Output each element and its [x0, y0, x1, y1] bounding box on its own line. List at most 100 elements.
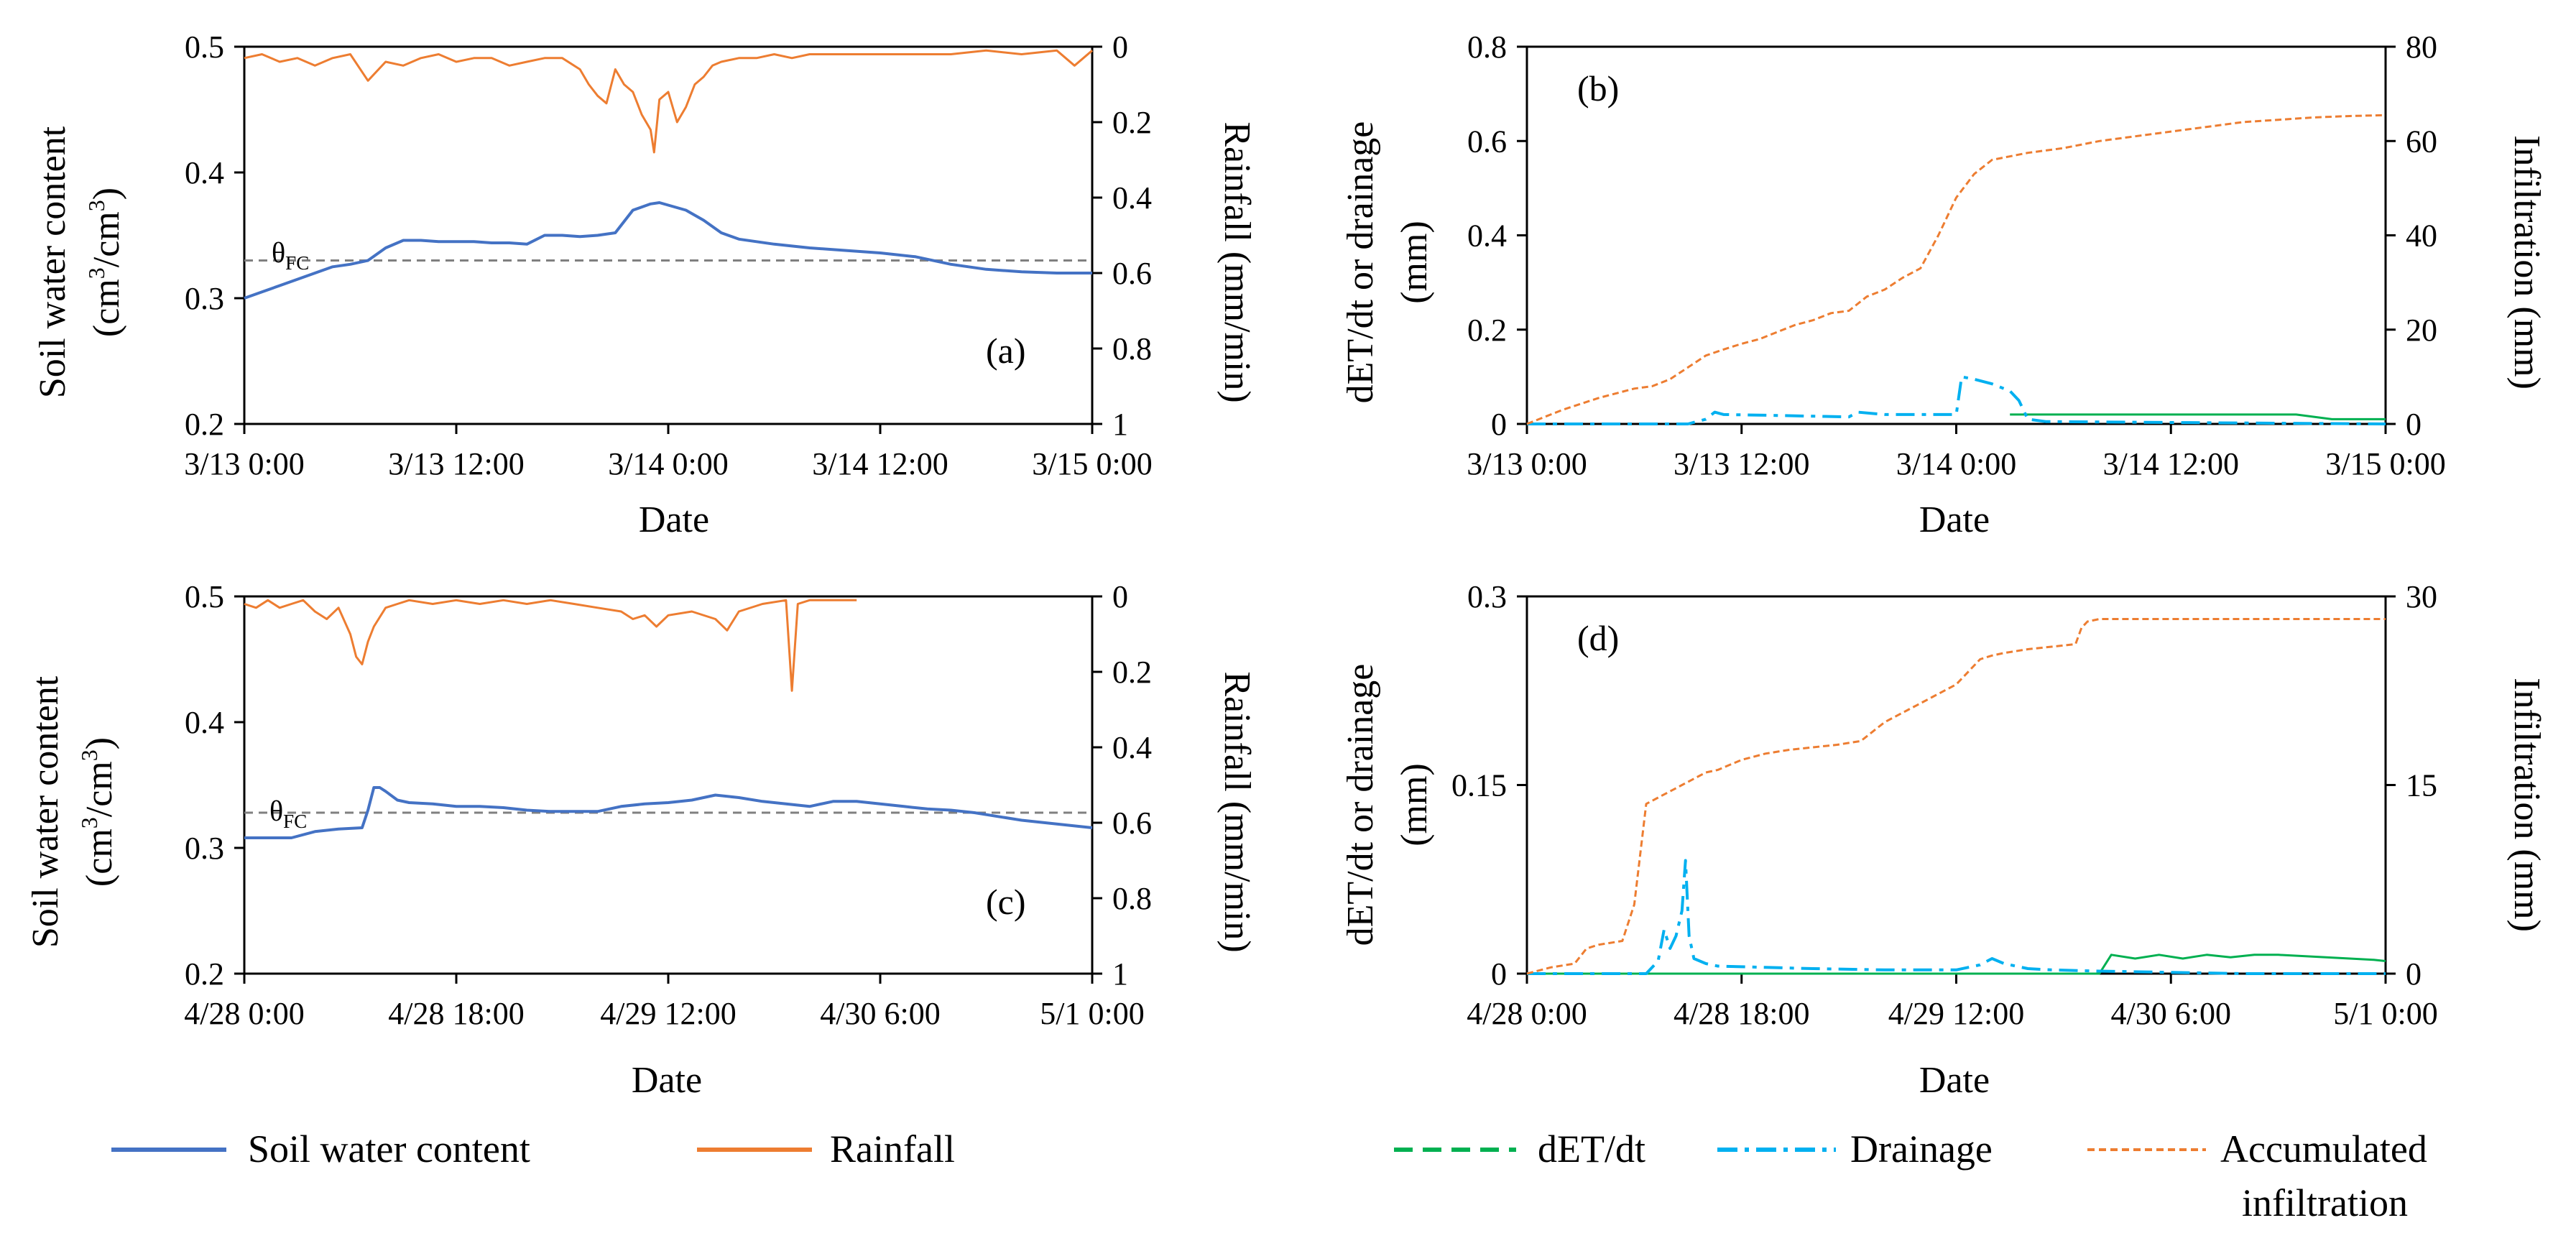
panel-c-ylabel-line2: (cm3/cm3) — [76, 737, 120, 887]
y-right-tick-label: 15 — [2406, 768, 2437, 803]
panel-b-label: (b) — [1577, 68, 1619, 109]
x-tick-label: 4/28 0:00 — [184, 996, 304, 1031]
series-accumulated-infiltration — [1526, 618, 2386, 975]
panel-b-ylabel-right: Infiltration (mm) — [2506, 135, 2547, 389]
panel-c-ylabel-line1: Soil water content — [25, 675, 66, 948]
y-left-tick-label: 0.2 — [185, 407, 224, 442]
x-tick-label: 3/14 12:00 — [812, 446, 948, 481]
panel-a-plot: 3/13 0:00 3/13 12:00 3/14 0:00 3/14 12:00 3/… — [184, 29, 1152, 481]
x-tick-label: 3/13 0:00 — [1467, 446, 1587, 481]
y-right-tick-label: 40 — [2406, 218, 2437, 254]
y-left-tick-label: 0.6 — [1467, 124, 1507, 159]
panel-c-label: (c) — [986, 882, 1026, 922]
y-right-tick-label: 0.8 — [1112, 881, 1152, 916]
x-tick-label: 4/29 12:00 — [1888, 996, 2024, 1031]
panel-a-ylabel-right: Rainfall (mm/min) — [1217, 121, 1257, 402]
y-left-tick-label: 0.4 — [1467, 218, 1507, 254]
y-right-tick-label: 0.2 — [1112, 105, 1152, 140]
panel-d-label: (d) — [1577, 618, 1619, 658]
panel-a-fc-label: θFC — [272, 236, 309, 274]
legend-rain-label: Rainfall — [830, 1127, 955, 1171]
y-right-tick-label: 0.6 — [1112, 256, 1152, 291]
y-right-tick-label: 60 — [2406, 124, 2437, 159]
x-tick-label: 5/1 0:00 — [1040, 996, 1144, 1031]
y-right-tick-label: 0.2 — [1112, 655, 1152, 690]
y-right-tick-label: 0.8 — [1112, 331, 1152, 366]
x-tick-label: 3/15 0:00 — [1032, 446, 1152, 481]
x-tick-label: 3/14 0:00 — [608, 446, 728, 481]
legend-left: Soil water content Rainfall — [111, 1127, 955, 1171]
panel-b-ylabel-line2: (mm) — [1394, 221, 1435, 304]
y-left-tick-label: 0.5 — [185, 29, 224, 65]
y-right-tick-label: 30 — [2406, 579, 2437, 614]
panel-d-xlabel: Date — [1919, 1060, 1990, 1101]
y-left-tick-label: 0 — [1491, 407, 1507, 442]
series-drainage — [1527, 859, 2386, 975]
y-left-tick-label: 0.2 — [185, 956, 224, 992]
panel-d-ylabel-line1: dET/dt or drainage — [1340, 664, 1381, 946]
y-left-tick-label: 0.15 — [1451, 768, 1507, 803]
panel-a-soil-rain: 3/13 0:00 3/13 12:00 3/14 0:00 3/14 12:00 3/… — [32, 29, 1257, 540]
legend-infiltration-label-line1: Accumulated — [2220, 1127, 2427, 1171]
x-tick-label: 4/29 12:00 — [600, 996, 736, 1031]
panel-a-ylabel-line1: Soil water content — [32, 126, 73, 398]
panel-c-ylabel-right: Rainfall (mm/min) — [1217, 671, 1257, 952]
series-det-dt — [2010, 413, 2386, 420]
x-tick-label: 4/28 18:00 — [1674, 996, 1809, 1031]
x-tick-label: 4/30 6:00 — [820, 996, 940, 1031]
x-tick-label: 3/13 0:00 — [184, 446, 304, 481]
y-right-tick-label: 0.4 — [1112, 730, 1152, 765]
x-tick-label: 5/1 0:00 — [2333, 996, 2437, 1031]
x-tick-label: 4/28 18:00 — [388, 996, 524, 1031]
series-soil-water-content — [244, 786, 1093, 839]
y-left-tick-label: 0 — [1491, 956, 1507, 992]
y-left-tick-label: 0.4 — [185, 705, 224, 740]
legend-drainage-label: Drainage — [1850, 1127, 1993, 1171]
x-tick-label: 3/13 12:00 — [388, 446, 524, 481]
series-rainfall — [244, 49, 1093, 154]
panel-b-plot: 3/13 0:00 3/13 12:00 3/14 0:00 3/14 12:00 3/… — [1467, 29, 2445, 481]
y-right-tick-label: 0 — [1112, 29, 1128, 65]
y-right-tick-label: 1 — [1112, 407, 1128, 442]
x-tick-label: 4/28 0:00 — [1467, 996, 1587, 1031]
y-left-tick-label: 0.3 — [185, 281, 224, 316]
panel-b-det-drainage-infiltration: 3/13 0:00 3/13 12:00 3/14 0:00 3/14 12:00 3/… — [1340, 29, 2547, 540]
x-tick-label: 3/13 12:00 — [1674, 446, 1809, 481]
legend-soil-label: Soil water content — [248, 1127, 530, 1171]
panel-d-det-drainage-infiltration: 4/28 0:00 4/28 18:00 4/29 12:00 4/30 6:00 5/… — [1340, 579, 2547, 1101]
panel-c-xlabel: Date — [632, 1060, 702, 1101]
series-rainfall — [244, 599, 857, 692]
x-tick-label: 3/15 0:00 — [2325, 446, 2445, 481]
panel-a-xlabel: Date — [639, 499, 709, 540]
y-right-tick-label: 0.4 — [1112, 180, 1152, 216]
y-right-tick-label: 80 — [2406, 29, 2437, 65]
panel-c-fc-label: θFC — [269, 795, 307, 832]
y-left-tick-label: 0.2 — [1467, 313, 1507, 348]
series-det-dt — [1527, 954, 2386, 975]
legend-right: dET/dt Drainage Accumulated infiltration — [1394, 1127, 2427, 1224]
y-left-tick-label: 0.4 — [185, 155, 224, 190]
y-right-tick-label: 0 — [1112, 579, 1128, 614]
series-soil-water-content — [244, 201, 1092, 300]
panel-d-plot: 4/28 0:00 4/28 18:00 4/29 12:00 4/30 6:00 5/… — [1451, 579, 2438, 1031]
y-right-tick-label: 0.6 — [1112, 805, 1152, 841]
y-left-tick-label: 0.3 — [185, 831, 224, 866]
y-left-tick-label: 0.8 — [1467, 29, 1507, 65]
y-right-tick-label: 20 — [2406, 313, 2437, 348]
y-right-tick-label: 1 — [1112, 956, 1128, 992]
series-accumulated-infiltration — [1526, 114, 2386, 425]
panel-b-xlabel: Date — [1919, 499, 1990, 540]
panel-c-plot: 4/28 0:00 4/28 18:00 4/29 12:00 4/30 6:00 5/… — [184, 579, 1152, 1031]
legend-infiltration-label-line2: infiltration — [2242, 1181, 2408, 1224]
legend-det-label: dET/dt — [1538, 1127, 1645, 1171]
panel-d-ylabel-right: Infiltration (mm) — [2506, 678, 2547, 932]
y-right-tick-label: 0 — [2406, 956, 2422, 992]
y-left-tick-label: 0.5 — [185, 579, 224, 614]
y-left-tick-label: 0.3 — [1467, 579, 1507, 614]
x-tick-label: 4/30 6:00 — [2111, 996, 2231, 1031]
series-drainage — [1527, 375, 2386, 425]
panel-c-soil-rain: 4/28 0:00 4/28 18:00 4/29 12:00 4/30 6:00 5/… — [25, 579, 1257, 1101]
panel-a-label: (a) — [986, 331, 1026, 371]
panel-b-ylabel-line1: dET/dt or drainage — [1340, 121, 1381, 404]
x-tick-label: 3/14 12:00 — [2103, 446, 2239, 481]
